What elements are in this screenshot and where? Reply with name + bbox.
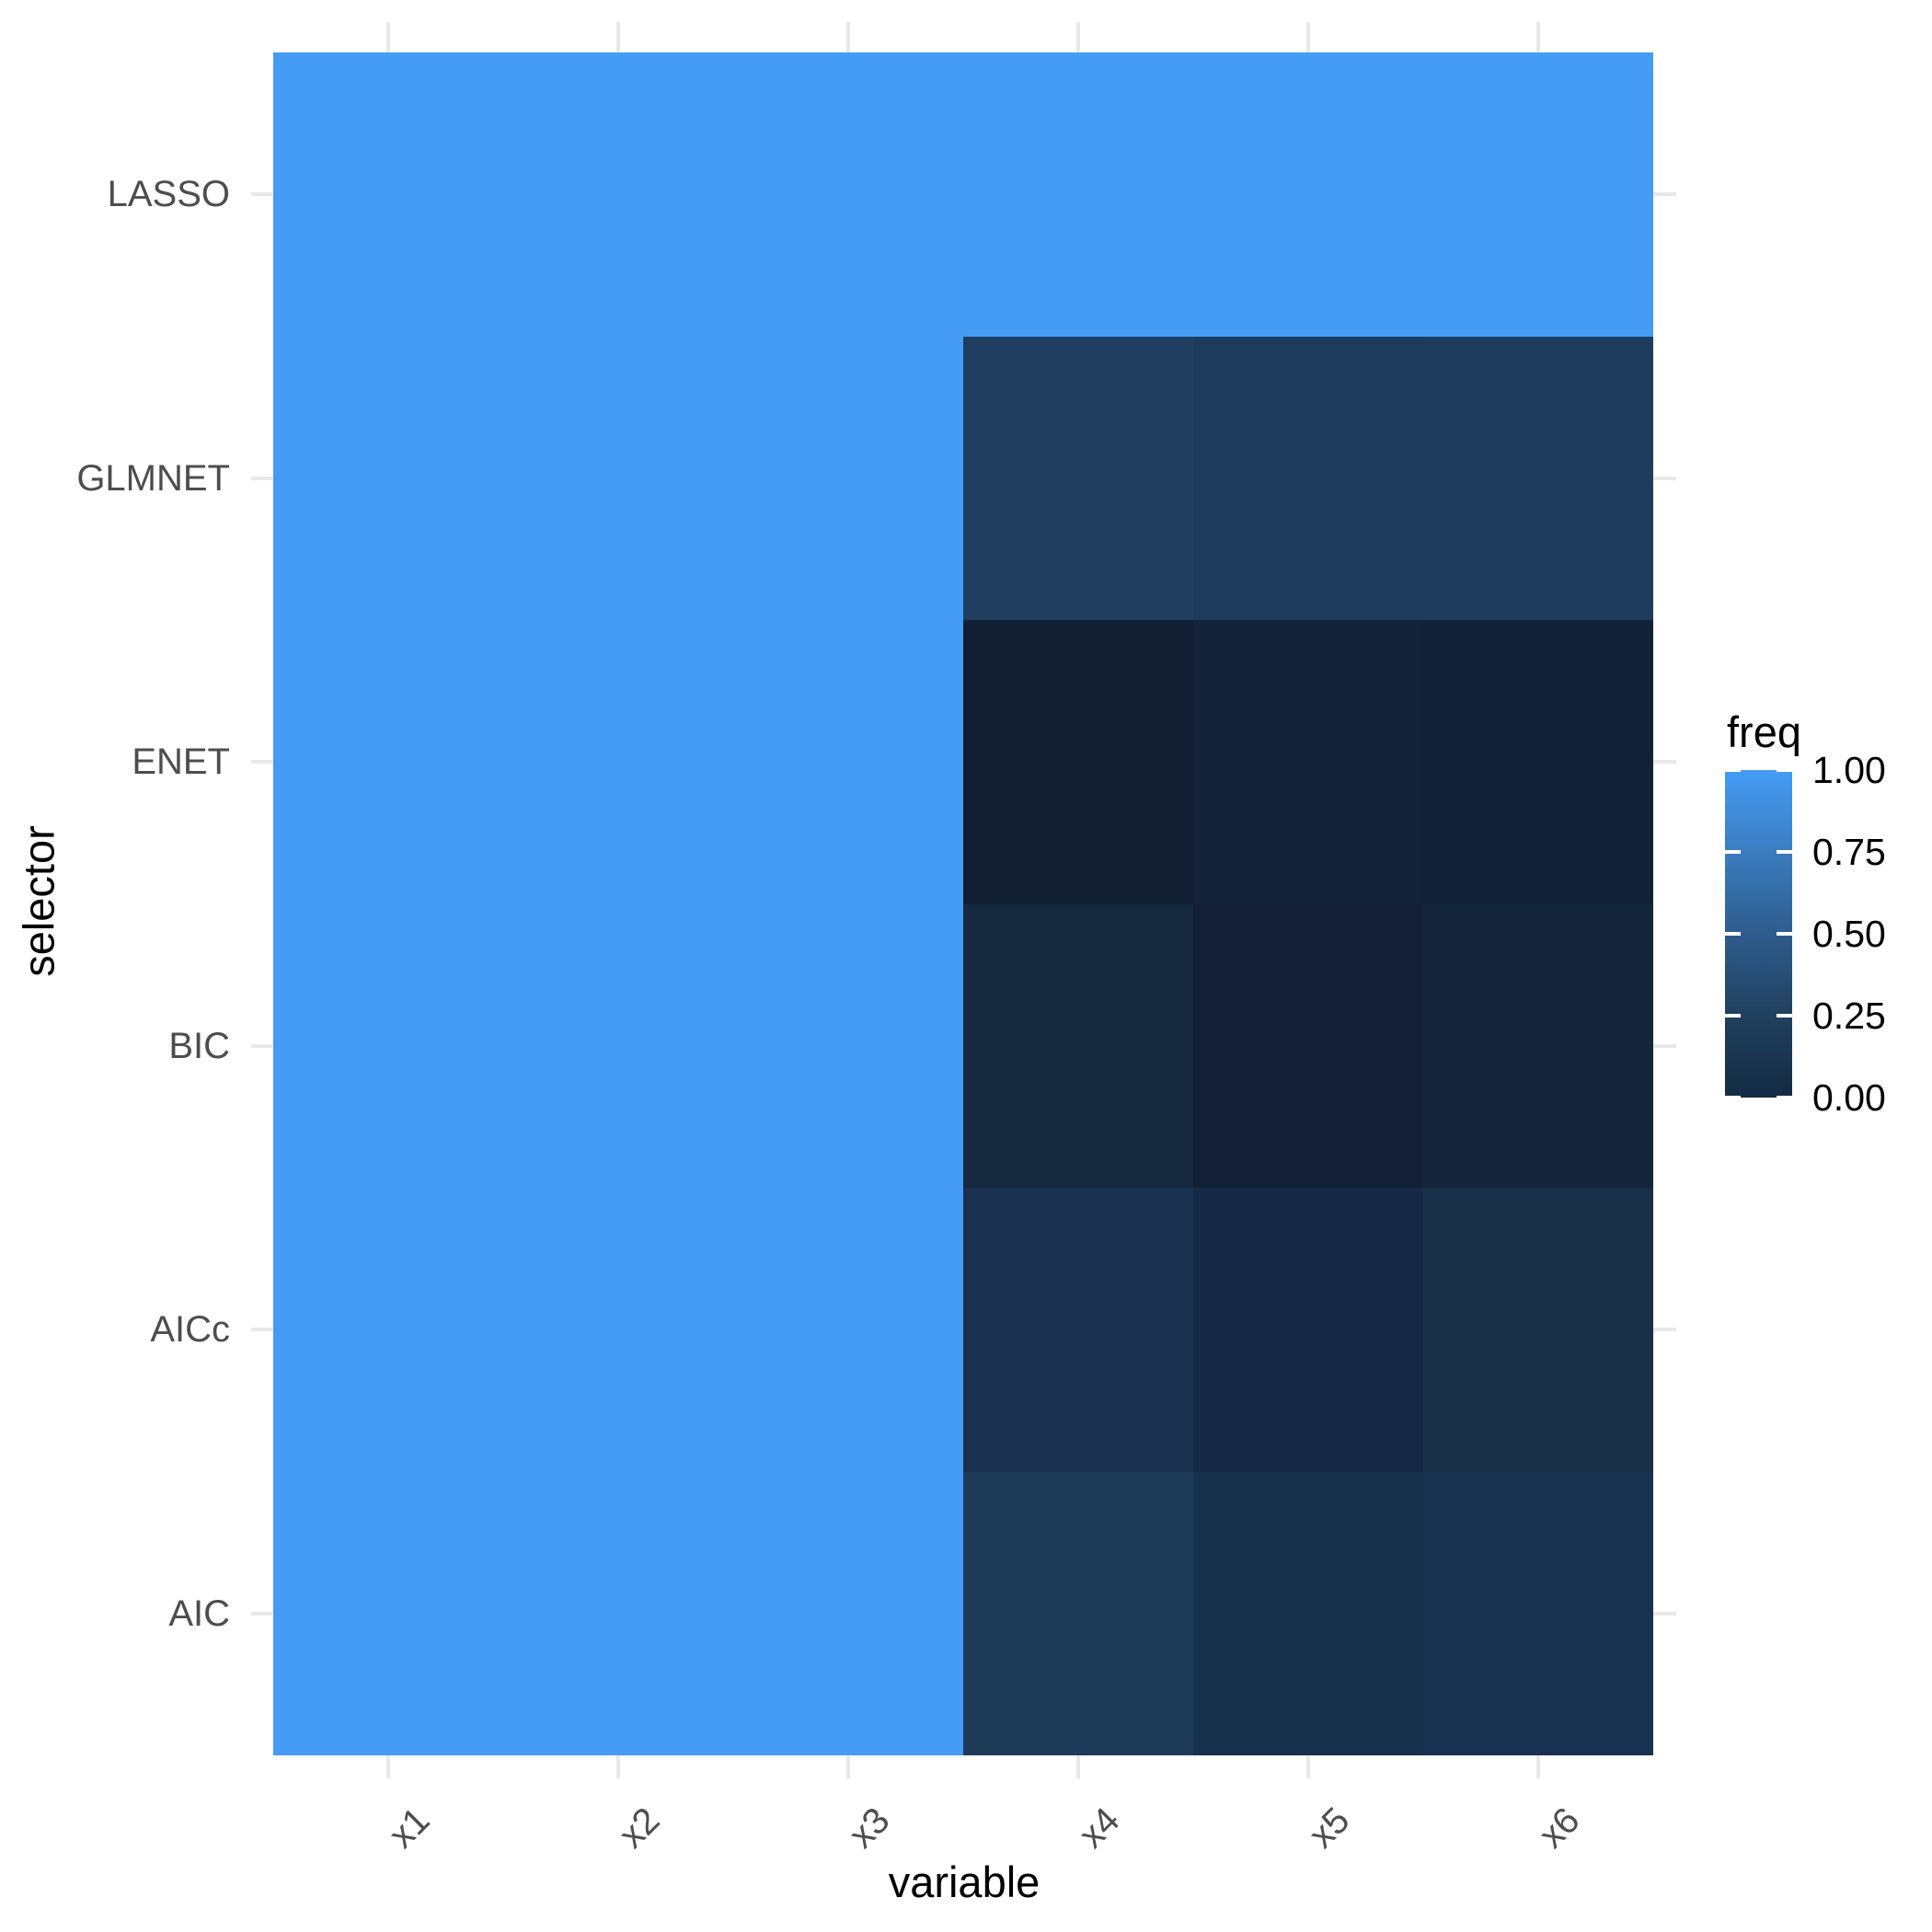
heatmap-cell-AICc-x3 — [733, 1188, 963, 1472]
heatmap-cell-LASSO-x3 — [733, 52, 963, 337]
heatmap-cell-ENET-x1 — [273, 620, 503, 904]
y-axis-label-LASSO: LASSO — [107, 174, 230, 215]
heatmap-cell-ENET-x5 — [1193, 620, 1423, 904]
legend-tick-label-0.75: 0.75 — [1812, 831, 1886, 873]
heatmap-cell-GLMNET-x4 — [963, 336, 1193, 620]
heatmap-cell-LASSO-x2 — [503, 52, 733, 337]
heatmap-cell-AIC-x4 — [963, 1471, 1193, 1755]
heatmap-cell-GLMNET-x1 — [273, 336, 503, 620]
heatmap-cell-AIC-x6 — [1423, 1471, 1653, 1755]
heatmap-cell-BIC-x2 — [503, 903, 733, 1188]
heatmap-tiles — [273, 52, 1653, 1755]
x-axis-label-x5: x5 — [1301, 1800, 1358, 1857]
x-axis-label-x6: x6 — [1531, 1800, 1588, 1857]
legend-tick-label-0.50: 0.50 — [1812, 913, 1886, 955]
heatmap-cell-ENET-x2 — [503, 620, 733, 904]
legend-tick — [1725, 850, 1741, 854]
heatmap-cell-ENET-x4 — [963, 620, 1193, 904]
legend-tick — [1725, 932, 1741, 936]
legend-tick — [1777, 1014, 1792, 1018]
heatmap-cell-GLMNET-x5 — [1193, 336, 1423, 620]
legend-tick — [1725, 1096, 1741, 1098]
y-axis-label-AIC: AIC — [168, 1593, 230, 1634]
heatmap-cell-LASSO-x6 — [1423, 52, 1653, 337]
heatmap-cell-BIC-x4 — [963, 903, 1193, 1188]
heatmap-cell-BIC-x6 — [1423, 903, 1653, 1188]
x-axis-label-x1: x1 — [381, 1800, 438, 1857]
heatmap-cell-BIC-x3 — [733, 903, 963, 1188]
y-axis-label-ENET: ENET — [132, 742, 230, 783]
y-axis-label-AICc: AICc — [150, 1309, 230, 1351]
heatmap-cell-AICc-x1 — [273, 1188, 503, 1472]
heatmap-cell-AICc-x6 — [1423, 1188, 1653, 1472]
heatmap-cell-GLMNET-x6 — [1423, 336, 1653, 620]
heatmap-cell-LASSO-x1 — [273, 52, 503, 337]
legend-tick — [1777, 770, 1792, 772]
heatmap-cell-AICc-x4 — [963, 1188, 1193, 1472]
legend-title: freq — [1727, 707, 1801, 756]
heatmap-cell-AIC-x2 — [503, 1471, 733, 1755]
x-axis-title: variable — [888, 1857, 1041, 1906]
legend-tick — [1725, 770, 1741, 772]
heatmap-cell-AIC-x5 — [1193, 1471, 1423, 1755]
heatmap-cell-ENET-x3 — [733, 620, 963, 904]
heatmap-cell-GLMNET-x2 — [503, 336, 733, 620]
y-axis-label-BIC: BIC — [168, 1025, 230, 1066]
legend-tick — [1777, 1096, 1792, 1098]
legend-colorbar — [1725, 770, 1792, 1098]
y-axis-title: selector — [14, 825, 63, 977]
legend-tick-label-0.00: 0.00 — [1812, 1076, 1886, 1119]
legend-tick — [1725, 1014, 1741, 1018]
heatmap-cell-AICc-x2 — [503, 1188, 733, 1472]
y-axis-label-GLMNET: GLMNET — [76, 457, 230, 499]
heatmap-cell-AICc-x5 — [1193, 1188, 1423, 1472]
heatmap-cell-GLMNET-x3 — [733, 336, 963, 620]
legend-tick — [1777, 932, 1792, 936]
heatmap-cell-AIC-x1 — [273, 1471, 503, 1755]
x-axis-label-x2: x2 — [611, 1800, 668, 1857]
heatmap-cell-LASSO-x4 — [963, 52, 1193, 337]
heatmap-cell-BIC-x1 — [273, 903, 503, 1188]
legend-tick — [1777, 850, 1792, 854]
heatmap-cell-BIC-x5 — [1193, 903, 1423, 1188]
heatmap-cell-ENET-x6 — [1423, 620, 1653, 904]
legend-tick-label-0.25: 0.25 — [1812, 995, 1886, 1037]
legend-tick-label-1.00: 1.00 — [1812, 749, 1886, 791]
heatmap-cell-LASSO-x5 — [1193, 52, 1423, 337]
heatmap-cell-AIC-x3 — [733, 1471, 963, 1755]
